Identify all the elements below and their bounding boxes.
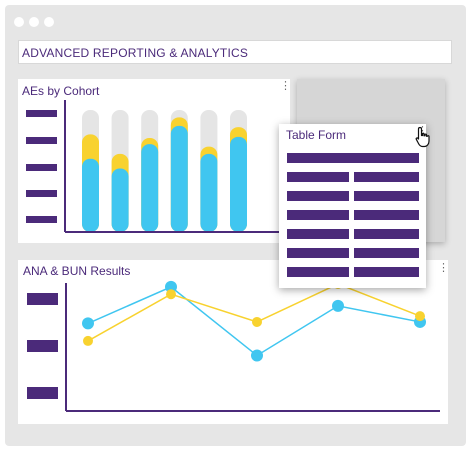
table-cell <box>354 210 419 220</box>
data-point <box>166 289 176 300</box>
window-dot-1[interactable] <box>14 17 24 27</box>
y-tick-label <box>27 340 58 352</box>
bar-segment-primary <box>82 158 99 232</box>
data-point <box>83 335 93 346</box>
app-header: ADVANCED REPORTING & ANALYTICS <box>18 40 452 64</box>
bar-segment-primary <box>200 153 218 232</box>
data-point <box>332 299 344 312</box>
data-point <box>415 311 425 322</box>
window-dot-2[interactable] <box>29 17 39 27</box>
bar-segment-primary <box>111 168 129 232</box>
window-dot-3[interactable] <box>44 17 54 27</box>
table-cell <box>354 229 419 239</box>
bar-segment-primary <box>230 136 247 232</box>
page-title: ADVANCED REPORTING & ANALYTICS <box>22 46 249 60</box>
y-tick-label <box>27 387 58 399</box>
y-tick-label <box>27 293 58 305</box>
bar-segment-primary <box>141 144 159 232</box>
kebab-icon[interactable]: ⋮ <box>417 125 428 137</box>
hand-pointer-icon <box>415 126 430 148</box>
table-cell <box>287 172 349 182</box>
table-cell <box>354 267 419 277</box>
table-card-title: Table Form <box>286 128 347 142</box>
kebab-icon[interactable]: ⋮ <box>280 80 291 92</box>
bar-segment-primary <box>170 125 188 232</box>
table-header-row <box>287 153 419 163</box>
data-point <box>165 280 177 293</box>
line-card-title: ANA & BUN Results <box>23 264 131 278</box>
table-cell <box>354 248 419 258</box>
table-cell <box>354 172 419 182</box>
y-tick-label <box>26 216 57 223</box>
data-point <box>252 316 262 327</box>
table-cell <box>287 191 349 201</box>
table-cell <box>287 229 349 239</box>
data-point <box>82 317 94 330</box>
table-cell <box>354 191 419 201</box>
kebab-icon[interactable]: ⋮ <box>438 262 449 274</box>
ae-card-title: AEs by Cohort <box>22 84 100 98</box>
y-tick-label <box>26 190 57 197</box>
table-cell <box>287 248 349 258</box>
table-card[interactable]: Table Form ⋮ <box>279 124 428 288</box>
y-tick-label <box>26 137 57 144</box>
table-cell <box>287 210 349 220</box>
y-tick-label <box>26 164 57 171</box>
y-tick-label <box>26 110 57 117</box>
data-point <box>251 349 263 362</box>
table-cell <box>287 267 349 277</box>
